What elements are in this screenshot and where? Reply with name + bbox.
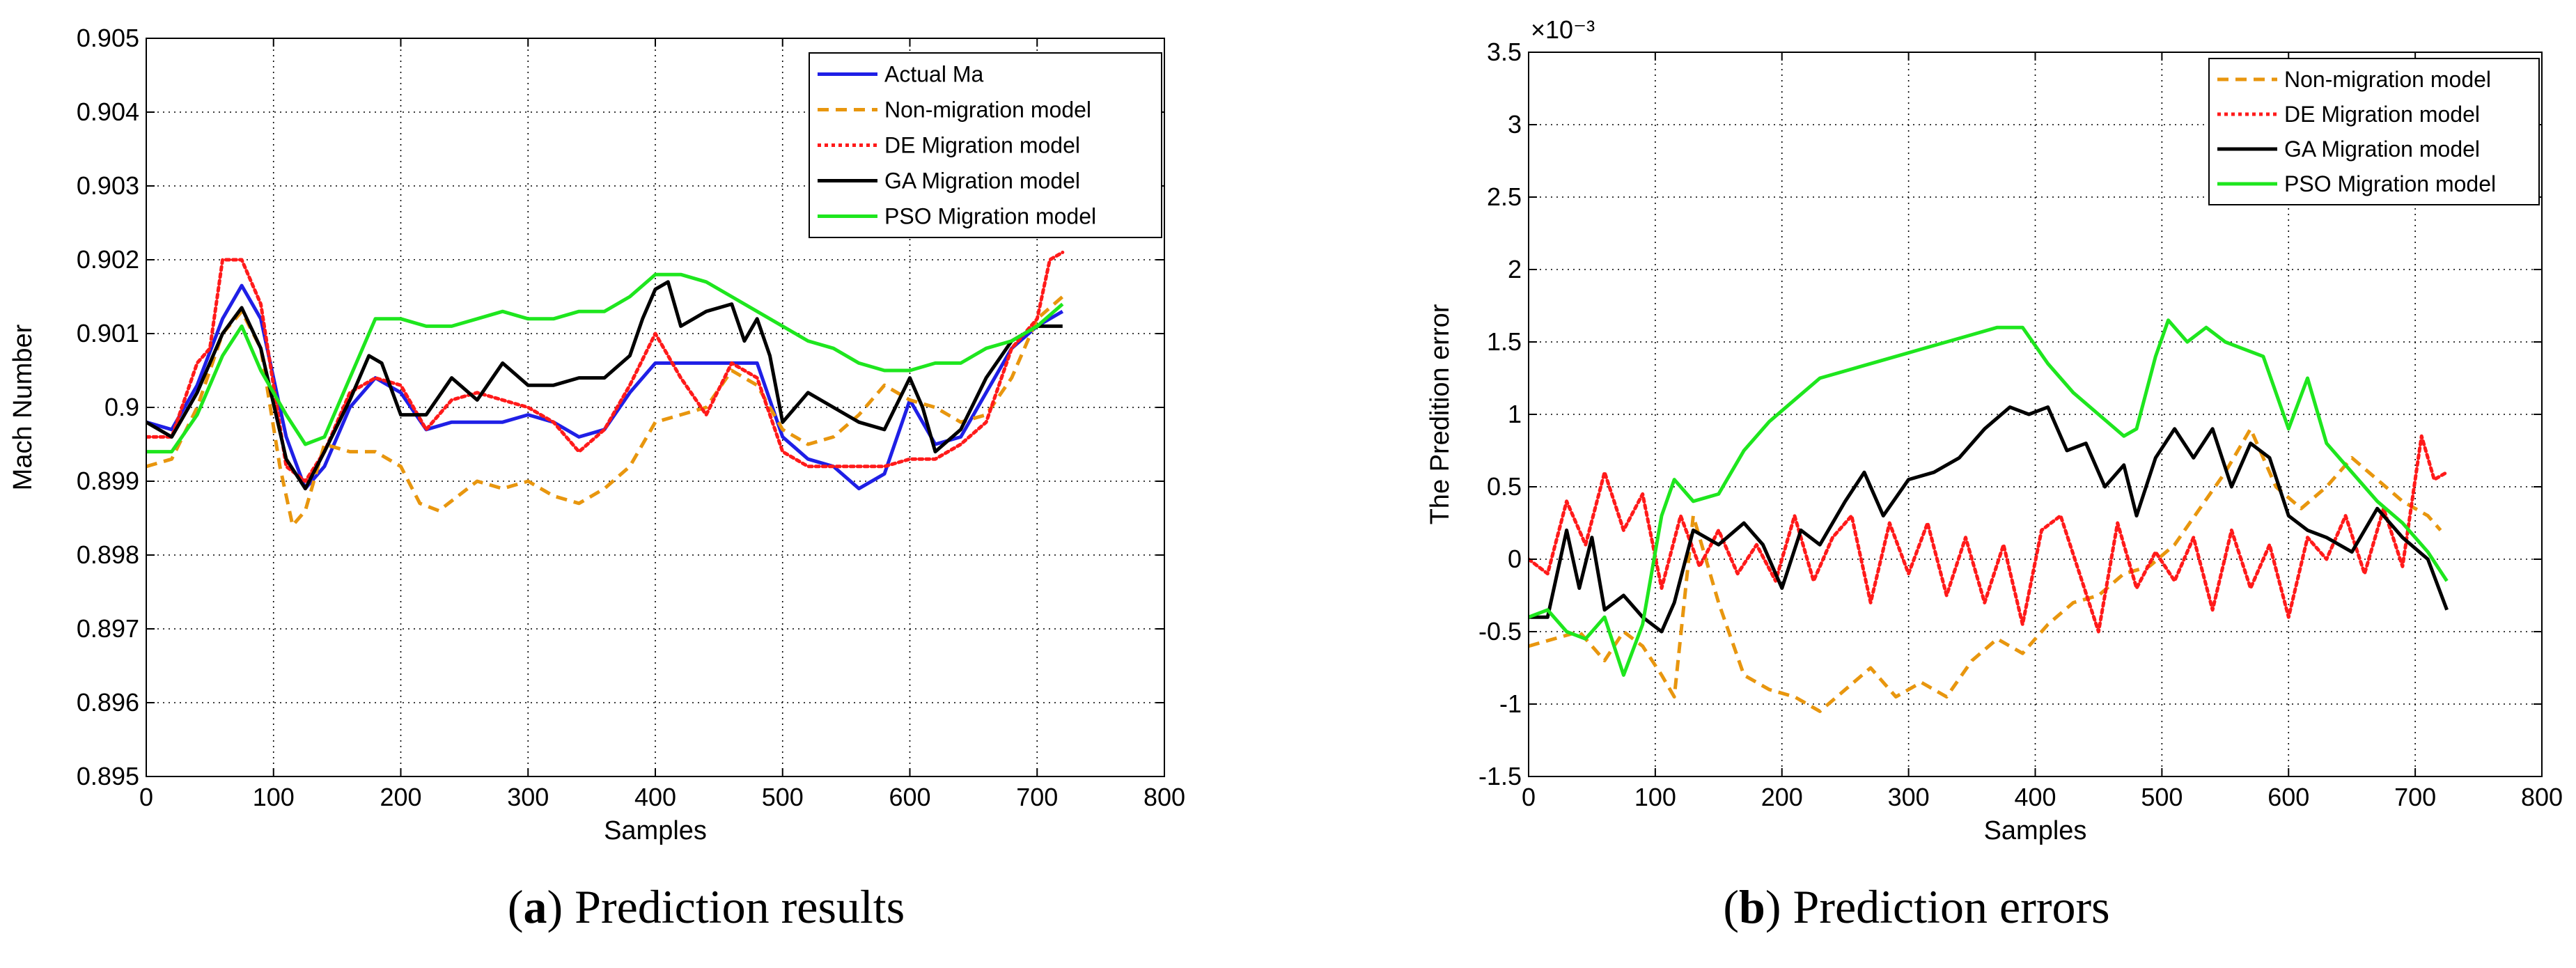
series-line-ga <box>1529 405 2449 634</box>
y-exponent-label: ×10⁻³ <box>1531 15 1595 44</box>
series-line-non_migration <box>146 295 1064 528</box>
y-tick-label: 0.904 <box>77 97 139 126</box>
series-group <box>146 250 1065 528</box>
y-tick-label: 1 <box>1508 400 1522 428</box>
y-tick-label: 0 <box>1508 545 1522 573</box>
caption-b-title: Prediction errors <box>1781 880 2110 933</box>
y-tick-label: 0.902 <box>77 245 139 274</box>
legend-label: PSO Migration model <box>884 204 1096 229</box>
series-line-de <box>1529 434 2449 634</box>
x-tick-label: 200 <box>1761 783 1803 811</box>
x-axis-label: Samples <box>1984 816 2087 845</box>
caption-a: (a) Prediction results <box>508 880 905 933</box>
series-line-de <box>146 250 1065 483</box>
y-tick-label: 0.9 <box>104 393 139 421</box>
x-tick-label: 100 <box>1634 783 1676 811</box>
chart-panel-a: 0 100 200 300 400 500 600 700 800 0.895 0.896 0.897… <box>8 24 1185 845</box>
legend-label: GA Migration model <box>2284 136 2480 162</box>
x-tick-label: 0 <box>1522 783 1536 811</box>
series-line-non_migration <box>1529 427 2442 713</box>
caption-a-letter: a <box>523 880 547 933</box>
x-tick-label: 700 <box>1016 783 1058 811</box>
caption-b-letter: b <box>1739 880 1765 933</box>
y-tick-label: 1.5 <box>1487 327 1522 356</box>
x-tick-label: 100 <box>253 783 295 811</box>
x-tick-label: 800 <box>2521 783 2563 811</box>
x-tick-label: 700 <box>2394 783 2436 811</box>
y-tick-label: 0.897 <box>77 614 139 643</box>
series-line-actual <box>146 283 1064 491</box>
x-tick-label: 300 <box>1888 783 1930 811</box>
x-tick-label: 600 <box>889 783 930 811</box>
legend-label: PSO Migration model <box>2284 171 2496 196</box>
chart-panel-b: 0 100 200 300 400 500 600 700 800 -1.5 -1 -0.5 0 0.5 1… <box>1426 15 2563 845</box>
y-tick-label: 3 <box>1508 110 1522 139</box>
y-tick-label: 0.895 <box>77 762 139 790</box>
legend-label: Non-migration model <box>2284 67 2491 92</box>
y-axis-label: Mach Number <box>8 324 38 490</box>
y-tick-label: 2 <box>1508 255 1522 283</box>
x-tick-label: 200 <box>380 783 421 811</box>
series-line-pso <box>1529 318 2449 677</box>
y-tick-label: 0.899 <box>77 467 139 495</box>
y-tick-label: 0.896 <box>77 688 139 717</box>
x-axis-label: Samples <box>604 816 707 845</box>
legend-label: GA Migration model <box>884 169 1080 194</box>
x-tick-label: 800 <box>1143 783 1185 811</box>
x-tick-label: 300 <box>507 783 549 811</box>
x-tick-label: 500 <box>2141 783 2183 811</box>
series-line-pso <box>146 272 1064 454</box>
x-tick-label: 600 <box>2267 783 2309 811</box>
x-tick-label: 400 <box>634 783 676 811</box>
caption-a-title: Prediction results <box>563 880 905 933</box>
y-tick-label: 0.901 <box>77 319 139 348</box>
legend-label: DE Migration model <box>884 133 1080 158</box>
x-tick-label: 0 <box>139 783 153 811</box>
y-axis-label: The Predition error <box>1426 304 1455 524</box>
y-tick-label: 3.5 <box>1487 38 1522 66</box>
y-tick-label: 0.903 <box>77 171 139 200</box>
y-tick-label: 0.5 <box>1487 472 1522 501</box>
y-tick-label: 0.898 <box>77 540 139 569</box>
series-group <box>1529 318 2449 713</box>
y-tick-label: -0.5 <box>1478 617 1522 646</box>
series-line-ga <box>146 280 1063 491</box>
legend-box <box>2208 58 2540 205</box>
legend-label: DE Migration model <box>2284 102 2480 127</box>
y-tick-label: 2.5 <box>1487 182 1522 211</box>
x-tick-label: 500 <box>762 783 804 811</box>
legend-label: Actual Ma <box>884 62 983 87</box>
caption-b: (b) Prediction errors <box>1723 880 2109 933</box>
legend-label: Non-migration model <box>884 97 1091 123</box>
y-tick-label: 0.905 <box>77 24 139 52</box>
y-tick-label: -1.5 <box>1478 762 1522 790</box>
x-tick-label: 400 <box>2014 783 2056 811</box>
y-tick-label: -1 <box>1499 689 1522 718</box>
